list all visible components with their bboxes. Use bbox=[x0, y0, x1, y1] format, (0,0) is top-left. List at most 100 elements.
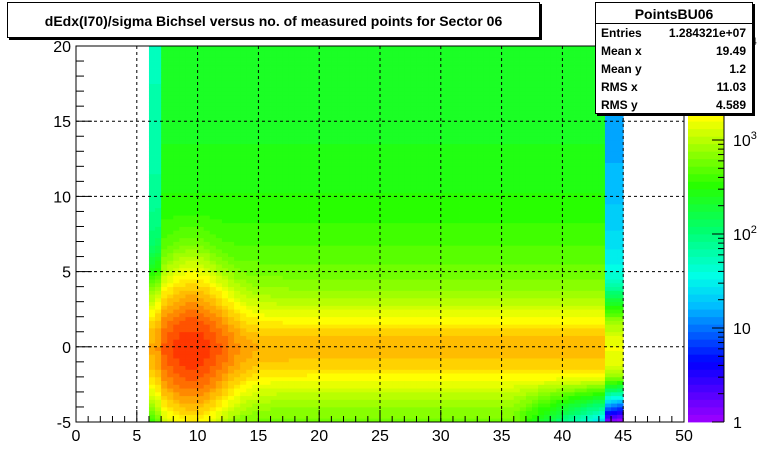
heatmap-cell bbox=[355, 282, 363, 288]
heatmap-cell bbox=[246, 57, 253, 62]
heatmap-cell bbox=[410, 384, 417, 389]
heatmap-cell bbox=[276, 177, 284, 182]
heatmap-cell bbox=[386, 406, 393, 412]
heatmap-cell bbox=[355, 188, 363, 194]
heatmap-cell bbox=[203, 109, 211, 115]
heatmap-cell bbox=[203, 173, 211, 178]
heatmap-cell bbox=[155, 166, 162, 171]
heatmap-cell bbox=[270, 207, 278, 212]
heatmap-cell bbox=[215, 286, 223, 291]
heatmap-cell bbox=[355, 234, 363, 239]
heatmap-cell bbox=[161, 83, 168, 88]
heatmap-cell bbox=[258, 215, 265, 220]
heatmap-cell bbox=[307, 324, 314, 329]
heatmap-cell bbox=[221, 324, 229, 329]
heatmap-cell bbox=[221, 166, 229, 171]
heatmap-cell bbox=[148, 264, 156, 269]
heatmap-cell bbox=[337, 222, 344, 227]
heatmap-cell bbox=[191, 406, 198, 412]
heatmap-cell bbox=[282, 301, 290, 306]
heatmap-cell bbox=[392, 320, 399, 325]
heatmap-cell bbox=[361, 222, 369, 227]
heatmap-cell bbox=[337, 94, 344, 100]
heatmap-cell bbox=[355, 320, 363, 325]
heatmap-cell bbox=[434, 109, 442, 115]
heatmap-cell bbox=[355, 279, 363, 284]
heatmap-cell bbox=[294, 215, 302, 220]
heatmap-cell bbox=[319, 335, 326, 340]
heatmap-cell bbox=[398, 343, 405, 348]
heatmap-cell bbox=[258, 158, 265, 163]
heatmap-cell bbox=[215, 305, 223, 310]
heatmap-cell bbox=[203, 57, 211, 62]
heatmap-cell bbox=[319, 203, 326, 209]
heatmap-cell bbox=[355, 147, 363, 152]
heatmap-cell bbox=[179, 343, 186, 348]
heatmap-cell bbox=[404, 218, 411, 224]
heatmap-cell bbox=[228, 328, 235, 333]
heatmap-cell bbox=[246, 140, 253, 145]
heatmap-cell bbox=[343, 57, 350, 62]
heatmap-cell bbox=[228, 49, 235, 54]
heatmap-cell bbox=[380, 234, 387, 239]
heatmap-cell bbox=[386, 301, 393, 306]
heatmap-cell bbox=[373, 241, 381, 246]
heatmap-cell bbox=[282, 376, 290, 382]
heatmap-cell bbox=[270, 234, 278, 239]
heatmap-cell bbox=[380, 391, 387, 397]
heatmap-cell bbox=[416, 361, 423, 366]
heatmap-cell bbox=[294, 166, 302, 171]
heatmap-cell bbox=[343, 380, 350, 385]
heatmap-cell bbox=[434, 166, 442, 171]
heatmap-cell bbox=[422, 215, 430, 220]
heatmap-cell bbox=[161, 324, 168, 329]
heatmap-cell bbox=[209, 369, 217, 374]
heatmap-cell bbox=[446, 316, 454, 321]
heatmap-cell bbox=[203, 373, 211, 378]
heatmap-cell bbox=[367, 49, 375, 54]
heatmap-cell bbox=[422, 365, 430, 370]
heatmap-cell bbox=[398, 267, 405, 272]
heatmap-cell bbox=[282, 256, 290, 261]
heatmap-cell bbox=[252, 124, 259, 130]
heatmap-cell bbox=[270, 188, 278, 194]
heatmap-cell bbox=[191, 294, 198, 299]
heatmap-cell bbox=[440, 155, 448, 160]
heatmap-cell bbox=[355, 230, 363, 235]
heatmap-cell bbox=[228, 192, 235, 197]
heatmap-cell bbox=[209, 373, 217, 378]
heatmap-cell bbox=[300, 132, 308, 137]
heatmap-cell bbox=[221, 320, 229, 325]
heatmap-cell bbox=[234, 373, 241, 378]
heatmap-cell bbox=[319, 286, 326, 291]
heatmap-cell bbox=[209, 211, 217, 216]
heatmap-cell bbox=[276, 218, 284, 224]
heatmap-cell bbox=[398, 57, 405, 62]
heatmap-cell bbox=[161, 312, 168, 318]
heatmap-cell bbox=[270, 83, 278, 88]
heatmap-cell bbox=[240, 87, 247, 92]
heatmap-cell bbox=[264, 301, 271, 306]
heatmap-cell bbox=[167, 196, 174, 201]
heatmap-cell bbox=[434, 158, 442, 163]
heatmap-cell bbox=[440, 68, 448, 73]
heatmap-cell bbox=[422, 128, 430, 133]
heatmap-cell bbox=[252, 102, 259, 107]
heatmap-cell bbox=[392, 249, 399, 254]
heatmap-cell bbox=[367, 320, 375, 325]
heatmap-cell bbox=[361, 64, 369, 69]
heatmap-cell bbox=[422, 68, 430, 73]
heatmap-cell bbox=[331, 252, 338, 257]
heatmap-cell bbox=[416, 72, 423, 77]
heatmap-cell bbox=[167, 211, 174, 216]
heatmap-cell bbox=[398, 147, 405, 152]
heatmap-cell bbox=[221, 222, 229, 227]
heatmap-cell bbox=[404, 151, 411, 156]
heatmap-cell bbox=[288, 143, 296, 148]
heatmap-cell bbox=[179, 309, 186, 314]
heatmap-cell bbox=[434, 312, 442, 318]
heatmap-cell bbox=[276, 53, 284, 58]
heatmap-cell bbox=[264, 391, 271, 397]
heatmap-cell bbox=[161, 79, 168, 84]
heatmap-cell bbox=[422, 234, 430, 239]
